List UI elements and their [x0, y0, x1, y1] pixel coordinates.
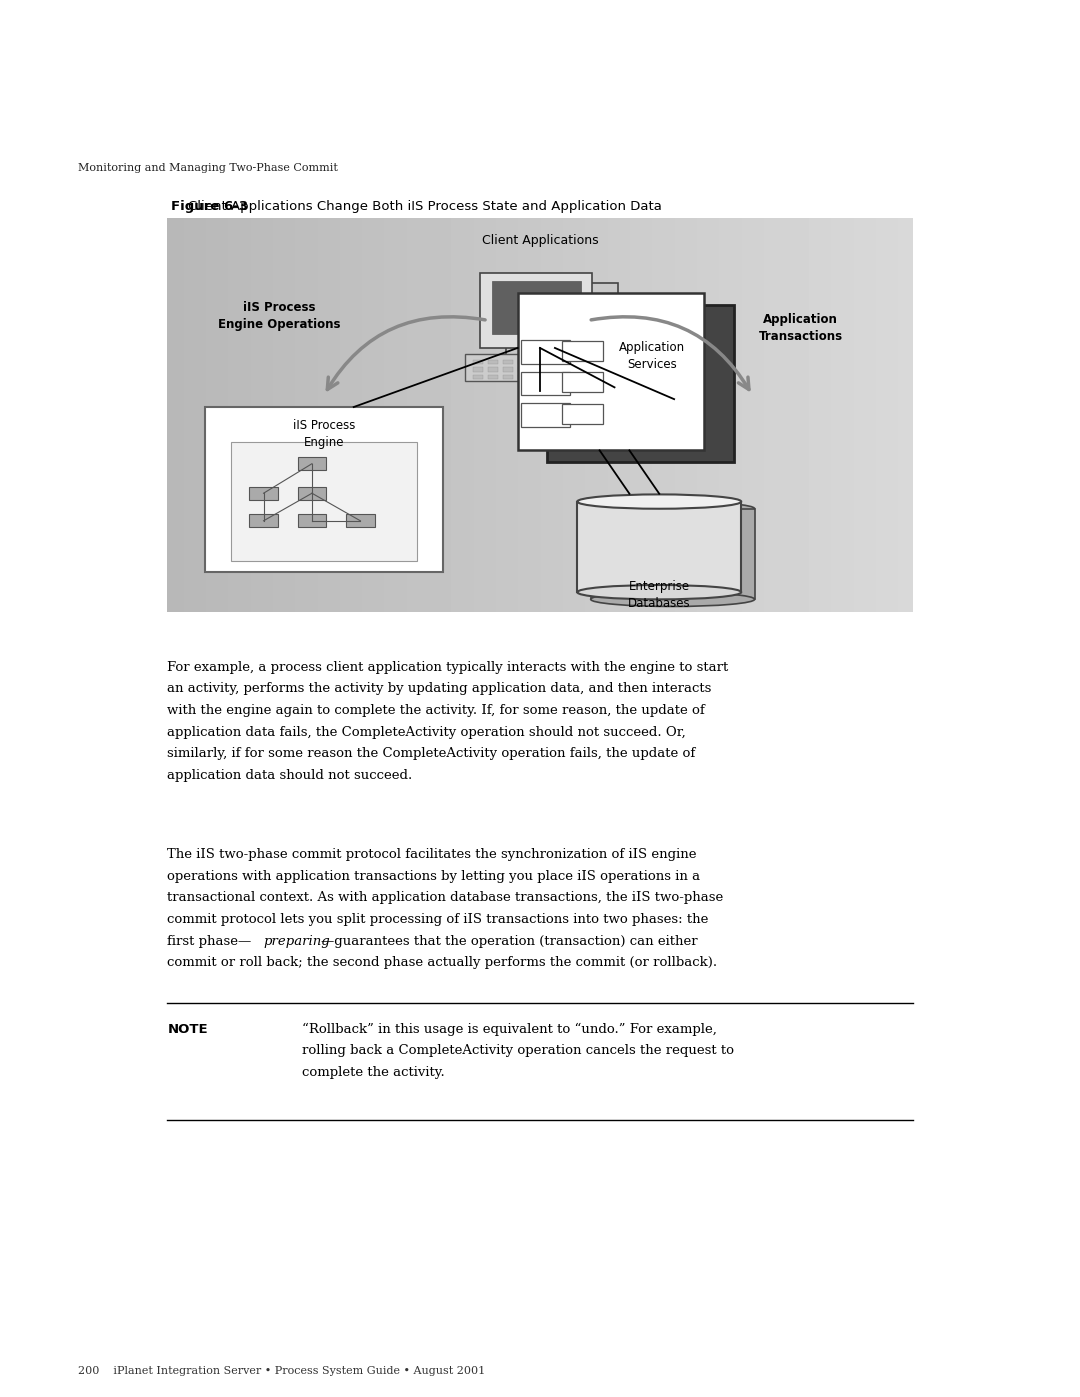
FancyBboxPatch shape	[473, 360, 484, 365]
FancyBboxPatch shape	[507, 284, 618, 358]
FancyBboxPatch shape	[592, 367, 603, 372]
Text: application data should not succeed.: application data should not succeed.	[167, 768, 413, 782]
FancyBboxPatch shape	[298, 514, 326, 527]
Text: —guarantees that the operation (transaction) can either: —guarantees that the operation (transact…	[322, 935, 698, 947]
FancyBboxPatch shape	[517, 374, 528, 380]
FancyBboxPatch shape	[548, 305, 733, 462]
FancyBboxPatch shape	[578, 374, 588, 380]
Ellipse shape	[578, 585, 741, 599]
Ellipse shape	[591, 502, 755, 515]
FancyBboxPatch shape	[563, 360, 572, 365]
FancyBboxPatch shape	[249, 514, 278, 527]
Text: Monitoring and Managing Two-Phase Commit: Monitoring and Managing Two-Phase Commit	[78, 163, 338, 173]
FancyBboxPatch shape	[298, 488, 326, 500]
Text: similarly, if for some reason the CompleteActivity operation fails, the update o: similarly, if for some reason the Comple…	[167, 747, 696, 760]
FancyBboxPatch shape	[517, 293, 704, 450]
FancyBboxPatch shape	[563, 374, 572, 380]
FancyBboxPatch shape	[488, 367, 498, 372]
Text: an activity, performs the activity by updating application data, and then intera: an activity, performs the activity by up…	[167, 683, 712, 696]
FancyBboxPatch shape	[347, 514, 375, 527]
Text: Enterprise
Databases: Enterprise Databases	[627, 580, 690, 610]
FancyBboxPatch shape	[532, 374, 543, 380]
FancyBboxPatch shape	[503, 367, 513, 372]
Text: with the engine again to complete the activity. If, for some reason, the update : with the engine again to complete the ac…	[167, 704, 705, 717]
FancyBboxPatch shape	[488, 374, 498, 380]
FancyBboxPatch shape	[517, 367, 528, 372]
Text: Application
Transactions: Application Transactions	[759, 313, 842, 344]
FancyBboxPatch shape	[563, 341, 604, 360]
Text: preparing: preparing	[264, 935, 329, 947]
Text: Application
Services: Application Services	[619, 341, 685, 370]
FancyBboxPatch shape	[481, 272, 592, 348]
FancyBboxPatch shape	[205, 407, 443, 573]
FancyBboxPatch shape	[522, 404, 570, 426]
FancyBboxPatch shape	[578, 360, 588, 365]
FancyBboxPatch shape	[488, 360, 498, 365]
FancyBboxPatch shape	[548, 360, 558, 365]
Text: NOTE: NOTE	[167, 1023, 208, 1035]
FancyBboxPatch shape	[473, 374, 484, 380]
FancyBboxPatch shape	[491, 281, 581, 334]
Text: application data fails, the CompleteActivity operation should not succeed. Or,: application data fails, the CompleteActi…	[167, 726, 686, 739]
Text: Client Applications: Client Applications	[482, 233, 598, 247]
FancyBboxPatch shape	[298, 457, 326, 469]
Text: 200    iPlanet Integration Server • Process System Guide • August 2001: 200 iPlanet Integration Server • Process…	[78, 1366, 485, 1376]
Text: iIS Process
Engine: iIS Process Engine	[293, 419, 355, 448]
FancyBboxPatch shape	[473, 367, 484, 372]
FancyBboxPatch shape	[231, 443, 417, 560]
Text: The iIS two-phase commit protocol facilitates the synchronization of iIS engine: The iIS two-phase commit protocol facili…	[167, 848, 697, 861]
FancyBboxPatch shape	[522, 372, 570, 395]
FancyBboxPatch shape	[503, 374, 513, 380]
FancyBboxPatch shape	[563, 404, 604, 423]
FancyBboxPatch shape	[249, 488, 278, 500]
Text: operations with application transactions by letting you place iIS operations in : operations with application transactions…	[167, 869, 701, 883]
FancyBboxPatch shape	[522, 339, 570, 363]
FancyBboxPatch shape	[592, 360, 603, 365]
FancyBboxPatch shape	[578, 367, 588, 372]
Text: transactional context. As with application database transactions, the iIS two-ph: transactional context. As with applicati…	[167, 891, 724, 904]
FancyBboxPatch shape	[465, 353, 630, 381]
Ellipse shape	[591, 592, 755, 606]
Text: “Rollback” in this usage is equivalent to “undo.” For example,: “Rollback” in this usage is equivalent t…	[302, 1023, 717, 1035]
FancyBboxPatch shape	[563, 367, 572, 372]
Text: complete the activity.: complete the activity.	[302, 1066, 445, 1078]
Ellipse shape	[578, 495, 741, 509]
Text: commit protocol lets you split processing of iIS transactions into two phases: t: commit protocol lets you split processin…	[167, 914, 708, 926]
FancyBboxPatch shape	[532, 360, 543, 365]
Polygon shape	[591, 509, 755, 599]
Text: commit or roll back; the second phase actually performs the commit (or rollback): commit or roll back; the second phase ac…	[167, 956, 717, 970]
FancyBboxPatch shape	[563, 373, 604, 393]
FancyBboxPatch shape	[548, 367, 558, 372]
Text: first phase—: first phase—	[167, 935, 252, 947]
FancyBboxPatch shape	[548, 374, 558, 380]
FancyBboxPatch shape	[517, 360, 528, 365]
Text: Figure 6-3: Figure 6-3	[171, 200, 247, 212]
FancyBboxPatch shape	[592, 374, 603, 380]
Text: iIS Process
Engine Operations: iIS Process Engine Operations	[218, 302, 340, 331]
FancyBboxPatch shape	[532, 367, 543, 372]
FancyBboxPatch shape	[503, 360, 513, 365]
Polygon shape	[578, 502, 741, 592]
Text: rolling back a CompleteActivity operation cancels the request to: rolling back a CompleteActivity operatio…	[302, 1045, 734, 1058]
Text: Client Applications Change Both iIS Process State and Application Data: Client Applications Change Both iIS Proc…	[171, 200, 662, 212]
Text: For example, a process client application typically interacts with the engine to: For example, a process client applicatio…	[167, 661, 729, 673]
